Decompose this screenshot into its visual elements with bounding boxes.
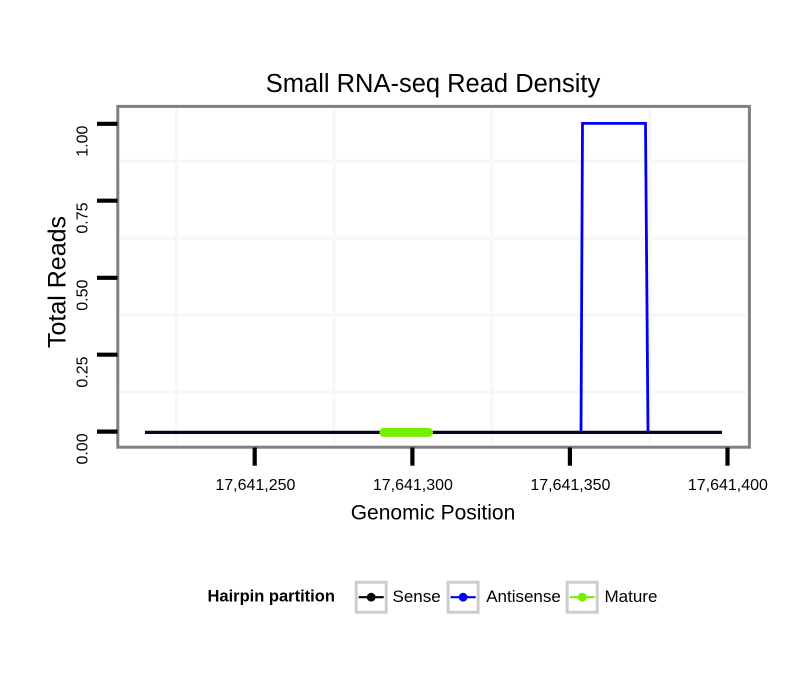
svg-text:1.00: 1.00 [74,125,91,156]
svg-text:17,641,400: 17,641,400 [688,477,768,494]
svg-text:17,641,350: 17,641,350 [530,477,610,494]
svg-text:Small RNA-seq Read Density: Small RNA-seq Read Density [266,70,601,98]
svg-text:Genomic Position: Genomic Position [351,502,516,525]
svg-text:0.50: 0.50 [74,279,91,310]
svg-text:17,641,300: 17,641,300 [373,477,453,494]
svg-text:Total Reads: Total Reads [44,216,72,348]
svg-text:0.25: 0.25 [74,356,91,387]
svg-text:Sense: Sense [393,587,441,606]
svg-text:Hairpin partition: Hairpin partition [208,587,335,605]
svg-text:Antisense: Antisense [486,587,561,606]
svg-text:0.00: 0.00 [74,433,91,464]
svg-text:0.75: 0.75 [74,202,91,233]
svg-text:17,641,250: 17,641,250 [215,477,295,494]
svg-text:Mature: Mature [605,587,658,606]
